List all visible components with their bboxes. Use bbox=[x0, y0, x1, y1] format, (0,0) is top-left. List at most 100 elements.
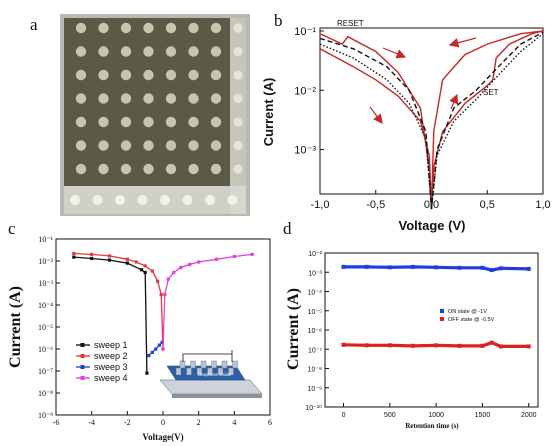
inset-electrode bbox=[207, 367, 213, 376]
data-point bbox=[197, 260, 201, 264]
data-point bbox=[150, 269, 154, 273]
data-point bbox=[125, 261, 129, 265]
photo-electrode-dot bbox=[205, 195, 215, 205]
series-line-3 bbox=[319, 31, 544, 209]
inset-electrode bbox=[200, 360, 207, 369]
photo-electrode-dot bbox=[120, 22, 132, 34]
inset-electrode bbox=[190, 360, 196, 369]
annotation-set: SET bbox=[483, 88, 499, 97]
y-tick-label: 10⁻⁶ bbox=[38, 345, 53, 354]
data-point bbox=[143, 270, 147, 275]
legend-label: sweep 1 bbox=[94, 340, 128, 350]
photo-electrode-dot bbox=[210, 93, 222, 104]
x-axis-label-b: Voltage (V) bbox=[399, 218, 466, 233]
inset-label: Graphene Oxide bbox=[198, 372, 232, 377]
y-tick-label: 10⁻⁷ bbox=[308, 347, 322, 354]
photo-electrode-dot bbox=[165, 116, 177, 128]
inset-electrode bbox=[179, 360, 186, 369]
y-tick-label: 10⁻¹ bbox=[38, 235, 53, 244]
data-point bbox=[341, 342, 346, 347]
data-point bbox=[498, 344, 503, 349]
sweep-arrows-b bbox=[369, 37, 477, 124]
photo-electrode-dot bbox=[120, 163, 132, 175]
photo-electrode-dot bbox=[233, 93, 243, 104]
y-tick-label: 10⁻³ bbox=[294, 145, 316, 157]
photo-electrode-dot bbox=[188, 69, 199, 81]
legend-marker bbox=[440, 309, 444, 313]
series-line-2 bbox=[343, 341, 529, 348]
photo-electrode-dot bbox=[143, 69, 154, 81]
inset-electrode bbox=[221, 360, 228, 369]
data-point bbox=[526, 344, 531, 349]
plot-frame-d bbox=[324, 252, 539, 408]
y-tick-label: 10⁻² bbox=[294, 85, 316, 97]
photo-electrode-dot bbox=[120, 140, 132, 151]
y-tick-label: 10⁻⁸ bbox=[38, 389, 53, 398]
x-tick-label: 2 bbox=[197, 418, 201, 427]
photo-electrode-dot bbox=[143, 93, 154, 104]
data-point bbox=[140, 268, 144, 272]
data-point bbox=[160, 340, 164, 344]
x-tick-label: 4 bbox=[232, 418, 236, 427]
x-tick-label: 1500 bbox=[475, 412, 491, 419]
photo-electrode-dot bbox=[210, 116, 222, 128]
legend-label: ON state @ -1V bbox=[448, 309, 487, 315]
photo-electrode-dot bbox=[233, 46, 243, 57]
data-point bbox=[157, 343, 162, 347]
y-axis-label-d: Current (A) bbox=[285, 288, 302, 370]
panel-label-c: c bbox=[8, 219, 16, 238]
data-point bbox=[387, 265, 392, 270]
x-tick-label: -1,0 bbox=[311, 199, 330, 211]
photo-electrode-dot bbox=[75, 22, 87, 34]
photo-electrode-dot bbox=[233, 70, 243, 80]
legend-marker bbox=[80, 354, 85, 358]
panel-label-d: d bbox=[283, 219, 292, 238]
photo-electrode-dot bbox=[160, 195, 170, 205]
data-point bbox=[480, 265, 485, 270]
data-point bbox=[498, 266, 503, 271]
y-tick-label: 10⁻⁵ bbox=[38, 323, 53, 332]
legend-d: ON state @ -1V OFF state @ -0.5V bbox=[440, 309, 495, 323]
y-tick-label: 10⁻² bbox=[38, 257, 53, 266]
photo-electrode-dot bbox=[75, 140, 87, 151]
panel-label-a: a bbox=[30, 15, 38, 34]
photo-electrode-dot bbox=[120, 69, 132, 81]
data-point bbox=[154, 347, 158, 351]
data-point bbox=[150, 350, 154, 355]
series-line-1 bbox=[319, 30, 544, 209]
data-point bbox=[125, 257, 129, 261]
data-point bbox=[232, 254, 236, 259]
photo-electrode-dot bbox=[143, 116, 154, 128]
data-point bbox=[156, 279, 160, 283]
inset-electrode bbox=[217, 367, 224, 376]
annotation-reset: RESET bbox=[337, 19, 364, 28]
y-tick-label: 10⁻⁶ bbox=[308, 328, 322, 335]
photo-electrode-dot bbox=[143, 46, 154, 57]
x-tick-label: -2 bbox=[124, 418, 131, 427]
y-tick-label: 10⁻⁴ bbox=[308, 290, 323, 297]
photo-electrode-dot bbox=[210, 140, 222, 151]
y-tick-label: 10⁻¹⁰ bbox=[305, 404, 322, 412]
legend-marker bbox=[440, 317, 444, 321]
y-tick-label: 10⁻⁹ bbox=[38, 411, 53, 420]
y-tick-label: 10⁻² bbox=[308, 251, 322, 258]
photo-electrode-dot bbox=[188, 140, 199, 151]
x-tick-label: 1000 bbox=[428, 412, 444, 419]
series-line-1 bbox=[343, 265, 529, 272]
photo-electrode-dot bbox=[98, 116, 109, 128]
data-point bbox=[72, 251, 76, 256]
inset-electrode bbox=[196, 367, 203, 376]
inset-electrode bbox=[175, 367, 182, 376]
photo-electrode-dot bbox=[120, 116, 132, 128]
photo-electrode-dot bbox=[98, 22, 109, 34]
panel-b-chart: -1,0 -0,5 0,0 0,5 1,010⁻¹10⁻²10⁻³ Voltage (V… bbox=[261, 19, 551, 233]
data-point bbox=[434, 343, 439, 348]
photo-electrode-dot bbox=[165, 93, 177, 104]
photo-electrode-dot bbox=[165, 140, 177, 151]
photo-electrode-dot bbox=[143, 140, 154, 151]
photo-electrode-dot bbox=[210, 46, 222, 57]
legend-label: OFF state @ -0.5V bbox=[448, 317, 495, 323]
photo-electrode-dot bbox=[210, 163, 222, 175]
